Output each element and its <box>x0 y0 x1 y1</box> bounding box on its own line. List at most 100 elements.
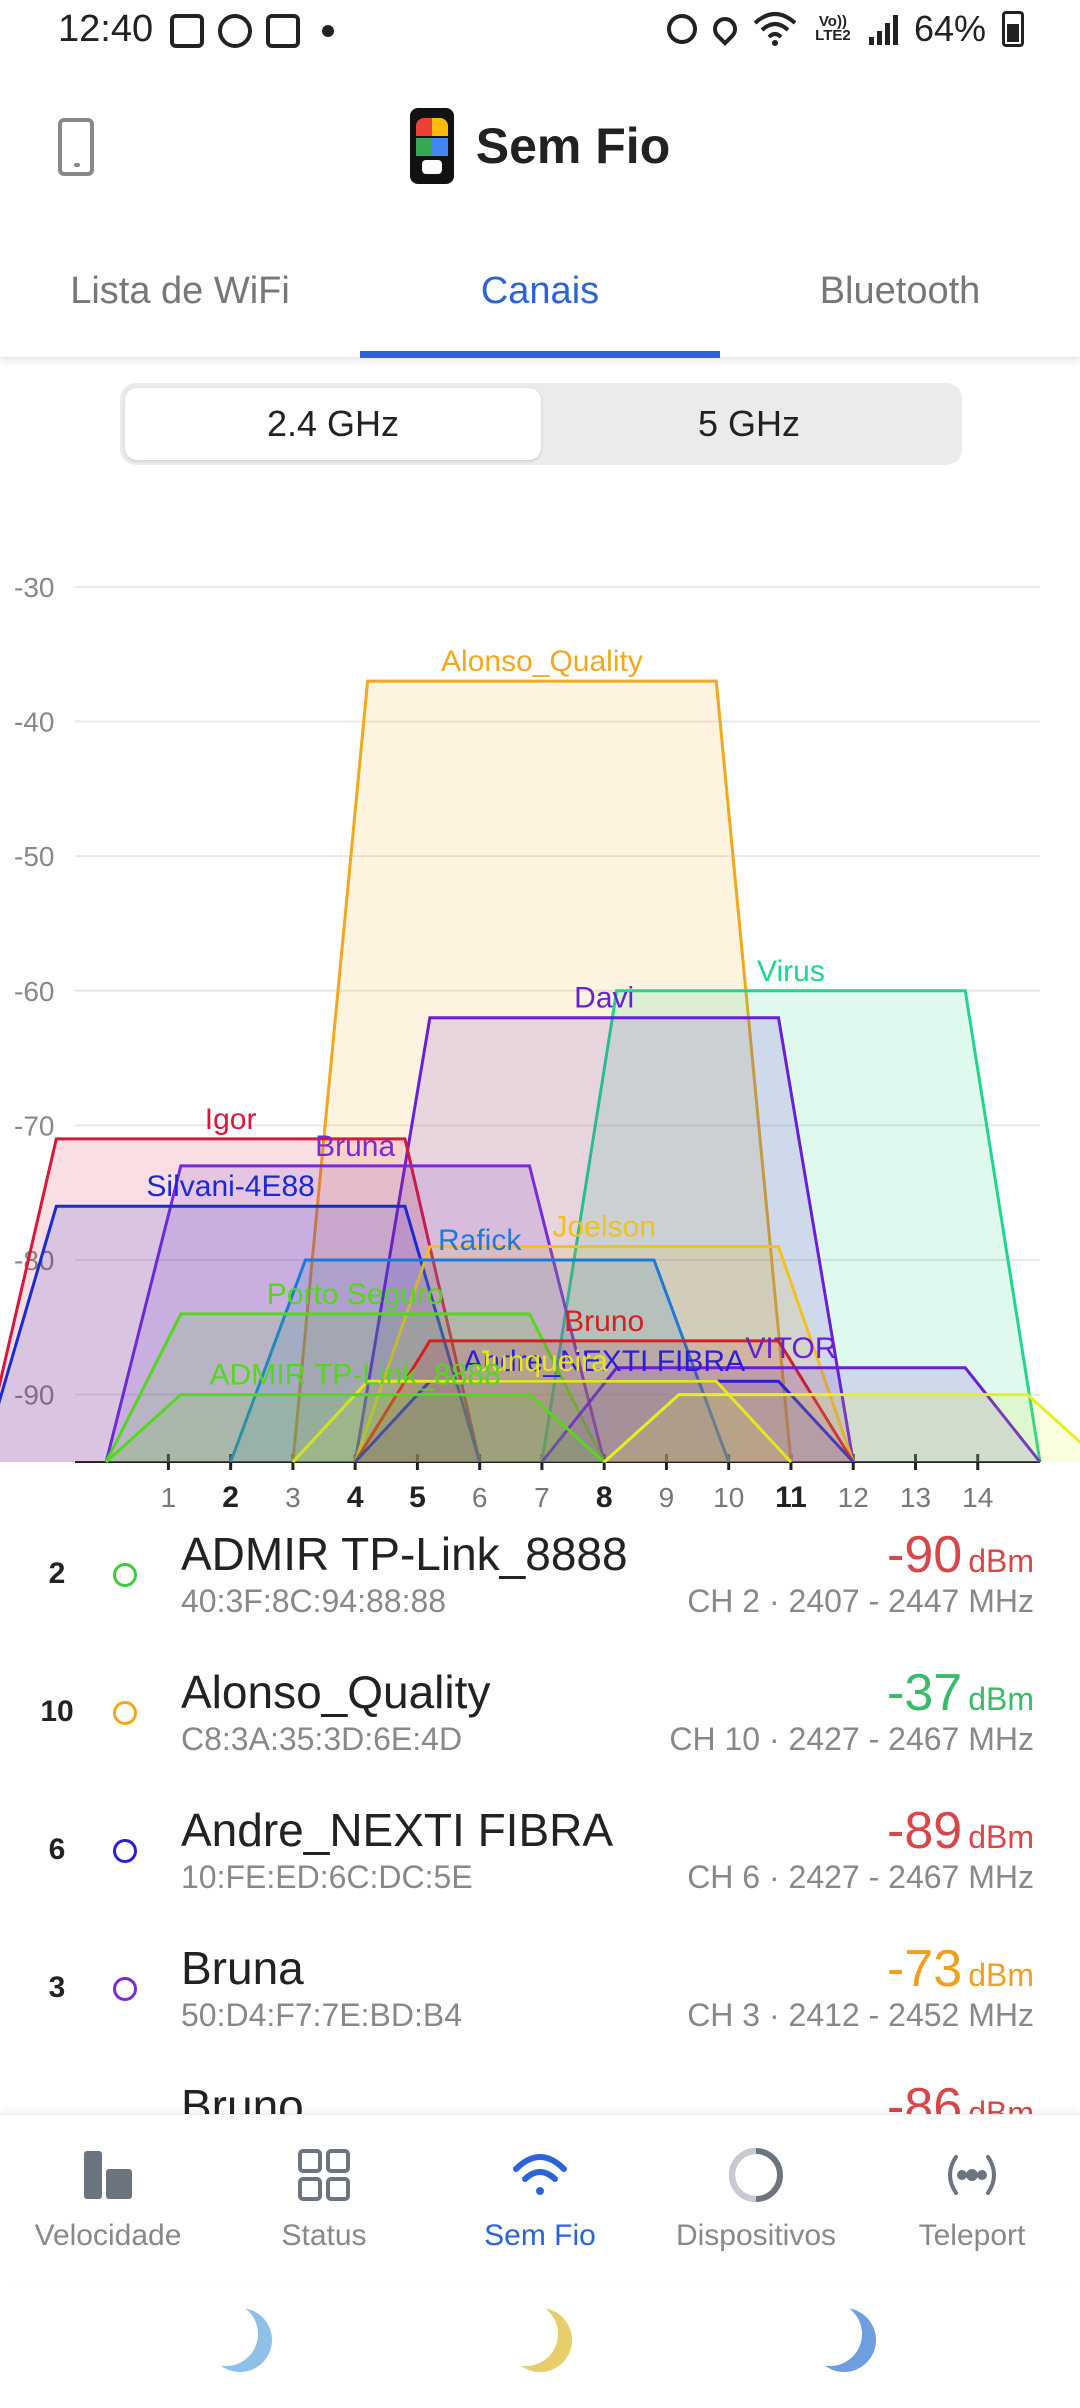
channel-trace <box>0 1137 482 1463</box>
channel-trace <box>104 1312 606 1463</box>
network-mac: C8:3A:35:3D:6E:4D <box>181 1721 463 1757</box>
network-color-dot <box>113 1701 137 1725</box>
phone-outline-icon[interactable] <box>58 118 94 176</box>
trace-label: Bruna <box>315 1130 395 1163</box>
trace-label: Bruno <box>564 1305 644 1338</box>
channel-trace <box>603 1393 1080 1464</box>
wifi-icon <box>753 12 797 46</box>
network-channel-info: CH 10 · 2427 - 2467 MHz <box>669 1721 1034 1757</box>
network-channel-info: CH 3 · 2412 - 2452 MHz <box>687 1997 1034 2033</box>
trace-label: Davi <box>574 982 634 1015</box>
channel-trace <box>105 1393 606 1464</box>
y-tick-label: -70 <box>14 1110 54 1141</box>
nav-teleport[interactable]: Teleport <box>864 2115 1080 2284</box>
network-type-label: Vo)) LTE2 <box>815 13 851 44</box>
network-mac: 50:D4:F7:7E:BD:B4 <box>181 1997 463 2033</box>
network-name: Alonso_Quality <box>181 1666 491 1718</box>
nav-label: Sem Fio <box>484 2219 596 2252</box>
network-name: Bruna <box>181 1942 304 1994</box>
messages-icon <box>266 14 300 48</box>
channel-trace <box>291 1379 793 1464</box>
x-tick-label: 14 <box>962 1482 993 1513</box>
network-color-dot <box>113 1839 137 1863</box>
title-wrap: Sem Fio <box>0 108 1080 184</box>
band-5ghz-button[interactable]: 5 GHz <box>697 403 801 444</box>
image-icon <box>170 14 204 48</box>
band-2-4ghz-button[interactable]: 2.4 GHz <box>125 388 541 460</box>
signal-unit: dBm <box>968 1543 1034 1579</box>
whatsapp-icon <box>218 14 252 48</box>
network-channel: 6 <box>48 1833 66 1866</box>
tab-lista-de-wifi[interactable]: Lista de WiFi <box>70 270 290 312</box>
signal-unit: dBm <box>968 1681 1034 1717</box>
network-row[interactable]: Bruno -86 dBm <box>0 2067 1080 2115</box>
network-row[interactable]: 3 Bruna 50:D4:F7:7E:BD:B4 -73 dBm CH 3 · … <box>0 1929 1080 2067</box>
trace-label: Joelson <box>552 1211 655 1244</box>
channel-chart-svg: -30-40-50-60-70-80-901 2 3 4 5 6 7 8 9 10 11 12 13 14… <box>0 572 1080 1514</box>
signal-value: -89 <box>887 1802 963 1860</box>
wifi-icon <box>510 2145 570 2205</box>
signal-unit: dBm <box>968 1957 1034 1993</box>
app-header: Sem Fio <box>0 66 1080 226</box>
pixel-phone-logo-icon <box>409 108 454 184</box>
trace-label: Virus <box>757 955 825 988</box>
nav-status[interactable]: Status <box>216 2115 432 2284</box>
nav-label: Velocidade <box>34 2219 182 2252</box>
y-tick-label: -60 <box>14 976 54 1007</box>
circle-icon <box>726 2145 786 2205</box>
tab-canais[interactable]: Canais <box>360 246 720 358</box>
nav-velocidade[interactable]: Velocidade <box>0 2115 216 2284</box>
network-mac: 40:3F:8C:94:88:88 <box>181 1583 447 1619</box>
network-signal: -37 dBm <box>887 1663 1034 1723</box>
signal-value: -90 <box>887 1526 963 1584</box>
trace-label: Silvani-4E88 <box>146 1170 314 1203</box>
trace-label: Junqueira <box>476 1345 608 1378</box>
channel-trace <box>291 679 793 1463</box>
trace-label: Rafick <box>438 1224 522 1257</box>
tab-bluetooth[interactable]: Bluetooth <box>819 270 981 312</box>
x-tick-label: 7 <box>534 1482 550 1513</box>
x-tick-label: 5 <box>409 1481 426 1514</box>
channel-trace <box>229 1258 731 1463</box>
channel-trace <box>0 1204 482 1463</box>
nav-label: Teleport <box>918 2219 1026 2252</box>
x-tick-label: 6 <box>472 1482 488 1513</box>
status-time: 12:40 <box>58 8 154 50</box>
trace-label: Porto Seguro <box>267 1278 444 1311</box>
x-tick-label: 2 <box>222 1481 239 1514</box>
nav-sem-fio[interactable]: Sem Fio <box>432 2115 648 2284</box>
teleport-icon <box>942 2145 1002 2205</box>
y-tick-label: -30 <box>14 572 54 603</box>
status-bar: 12:40 Vo)) LTE2 64% <box>0 0 1080 66</box>
network-signal: -73 dBm <box>887 1939 1034 1999</box>
channel-trace <box>353 1245 855 1463</box>
network-signal: -89 dBm <box>887 1801 1034 1861</box>
x-tick-label: 11 <box>775 1481 807 1514</box>
signal-value: -37 <box>887 1664 963 1722</box>
status-notifications <box>170 14 334 48</box>
signal-unit: dBm <box>968 1819 1034 1855</box>
signal-value: -86 <box>887 2078 963 2115</box>
network-row[interactable]: 2 ADMIR TP-Link_8888 40:3F:8C:94:88:88 -… <box>0 1515 1080 1653</box>
network-channel-info: CH 2 · 2407 - 2447 MHz <box>687 1583 1034 1619</box>
x-tick-label: 13 <box>900 1482 931 1513</box>
network-name: ADMIR TP-Link_8888 <box>181 1528 628 1580</box>
channel-trace <box>540 989 1042 1463</box>
nav-dispositivos[interactable]: Dispositivos <box>648 2115 864 2284</box>
battery-icon <box>1002 11 1024 47</box>
grid-icon <box>294 2145 354 2205</box>
band-selector: 2.4 GHz 5 GHz <box>120 383 962 465</box>
trace-label: VITOR <box>745 1332 836 1365</box>
network-row[interactable]: 10 Alonso_Quality C8:3A:35:3D:6E:4D -37 d… <box>0 1653 1080 1791</box>
x-tick-label: 3 <box>285 1482 301 1513</box>
network-row[interactable]: 6 Andre_NEXTI FIBRA 10:FE:ED:6C:DC:5E -8… <box>0 1791 1080 1929</box>
x-tick-label: 4 <box>347 1481 364 1514</box>
signal-unit: dBm <box>968 2095 1034 2115</box>
status-system-icons: Vo)) LTE2 64% <box>666 8 1024 50</box>
network-name: Bruno <box>181 2080 304 2115</box>
channel-chart: -30 -40 -50 -60 -70 -80 -90 1 2 3 4 5 6 7 8 9 10 11 12 13 14… <box>0 540 1080 1520</box>
moon-icon <box>208 2308 272 2372</box>
moon-icon <box>812 2308 876 2372</box>
network-color-dot <box>113 1563 137 1587</box>
location-icon <box>707 12 742 46</box>
